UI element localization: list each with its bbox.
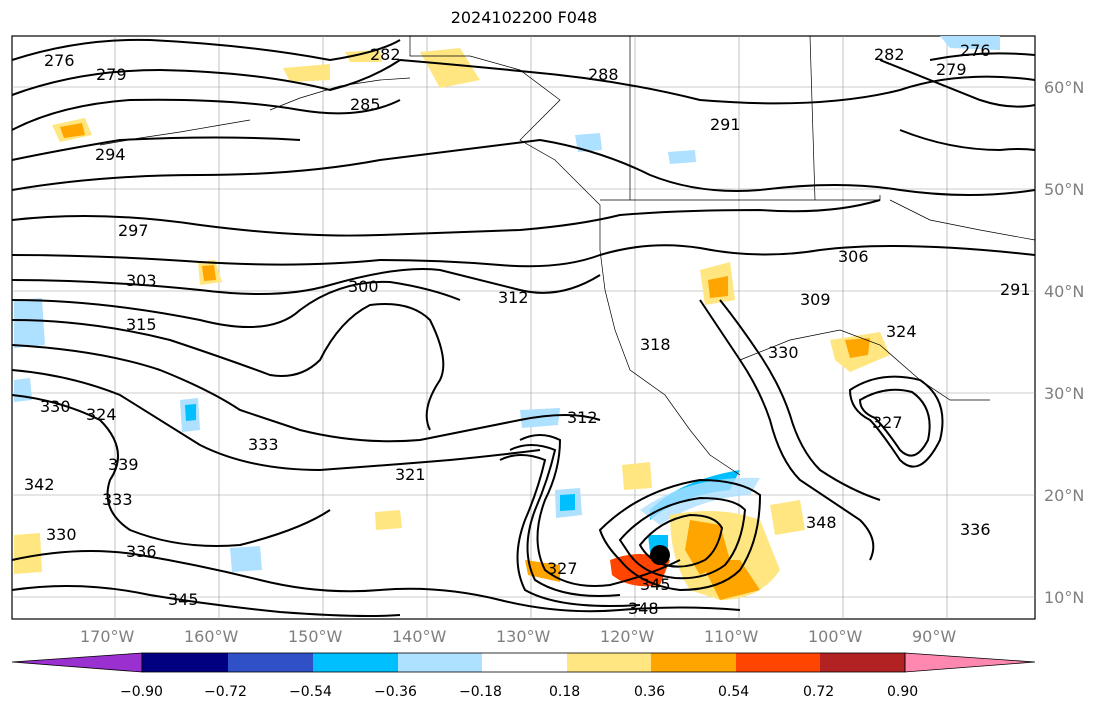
colorbar-bin: [482, 653, 567, 672]
colorbar-bin: [228, 653, 313, 672]
contour-label: 276: [960, 41, 991, 60]
lon-label: 170°W: [80, 627, 135, 646]
colorbar-bin: [651, 653, 736, 672]
colorbar-tick-label: 0.54: [718, 684, 750, 700]
contour-label: 330: [40, 397, 71, 416]
contour-label: 333: [248, 435, 279, 454]
contour-label: 279: [96, 65, 127, 84]
contour-label: 282: [370, 45, 401, 64]
contour-label: 324: [86, 405, 117, 424]
contour-label: 327: [872, 413, 903, 432]
contour-label: 345: [640, 575, 671, 594]
contour-label: 291: [710, 115, 741, 134]
lon-label: 110°W: [704, 627, 759, 646]
contour-label: 348: [628, 599, 659, 618]
colorbar-bin: [567, 653, 651, 672]
contour-label: 339: [108, 455, 139, 474]
contour-label: 312: [567, 408, 598, 427]
colorbar-tick-label: −0.18: [459, 684, 502, 700]
contour-label-group: 276 279 282 285 288 291 291 294 297 300 …: [24, 41, 1031, 618]
colorbar-tick-label: −0.54: [289, 684, 332, 700]
lon-label: 90°W: [912, 627, 957, 646]
lon-label: 150°W: [288, 627, 343, 646]
lon-label: 160°W: [184, 627, 239, 646]
colorbar-tick-label: 0.90: [887, 684, 919, 700]
contour-label: 282: [874, 45, 905, 64]
contour-label: 333: [102, 490, 133, 509]
colorbar-tick-label: 0.72: [803, 684, 835, 700]
colorbar-bin: [736, 653, 820, 672]
contour-label: 279: [936, 60, 967, 79]
colorbar: [11, 652, 1036, 673]
lat-label: 60°N: [1044, 78, 1085, 97]
contour-label: 330: [768, 343, 799, 362]
lon-label: 140°W: [392, 627, 447, 646]
shaded-field: [14, 36, 1000, 600]
contour-label: 315: [126, 315, 157, 334]
lon-label: 120°W: [600, 627, 655, 646]
lat-label: 20°N: [1044, 486, 1085, 505]
lat-label: 40°N: [1044, 282, 1085, 301]
lat-label: 10°N: [1044, 588, 1085, 607]
contour-label: 330: [46, 525, 77, 544]
contour-label: 297: [118, 221, 149, 240]
contour-label: 336: [960, 520, 991, 539]
colorbar-bin: [820, 653, 905, 672]
contour-lines: [11, 38, 1036, 617]
contour-label: 324: [886, 322, 917, 341]
contour-label: 342: [24, 475, 55, 494]
lon-label: 100°W: [808, 627, 863, 646]
contour-label: 303: [126, 271, 157, 290]
lat-label: 30°N: [1044, 384, 1085, 403]
contour-label: 312: [498, 288, 529, 307]
colorbar-frame: [141, 652, 906, 673]
map-title: 2024102200 F048: [450, 8, 598, 27]
colorbar-extend-max: [904, 652, 1036, 673]
colorbar-tick-label: −0.36: [374, 684, 417, 700]
colorbar-bin: [313, 653, 398, 672]
colorbar-tick-label: 0.36: [634, 684, 666, 700]
colorbar-tick-label: −0.72: [204, 684, 247, 700]
colorbar-bin: [142, 653, 228, 672]
contour-label: 285: [350, 95, 381, 114]
colorbar-tick-label: −0.90: [120, 684, 163, 700]
lat-label: 50°N: [1044, 180, 1085, 199]
contour-label: 309: [800, 290, 831, 309]
contour-label: 276: [44, 51, 75, 70]
contour-label: 294: [95, 145, 126, 164]
contour-label: 318: [640, 335, 671, 354]
contour-label: 345: [168, 590, 199, 609]
contour-label: 348: [806, 513, 837, 532]
colorbar-bin: [398, 653, 482, 672]
contour-label: 288: [588, 65, 619, 84]
contour-label: 306: [838, 247, 869, 266]
contour-label: 327: [547, 559, 578, 578]
lon-label: 130°W: [496, 627, 551, 646]
contour-label: 321: [395, 465, 426, 484]
contour-label: 336: [126, 542, 157, 561]
contour-label: 291: [1000, 280, 1031, 299]
map-frame: [11, 35, 1036, 620]
colorbar-extend-min: [11, 652, 143, 673]
colorbar-tick-label: 0.18: [549, 684, 581, 700]
contour-label: 300: [348, 277, 379, 296]
